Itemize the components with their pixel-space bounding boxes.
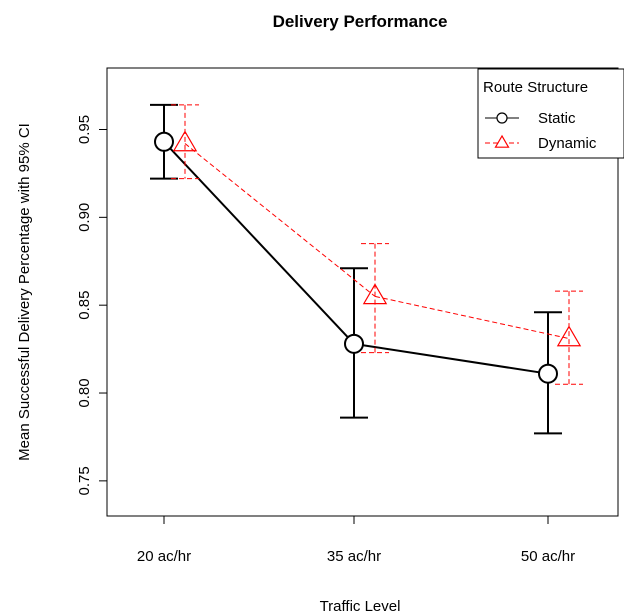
y-axis-label: Mean Successful Delivery Percentage with… [16, 123, 33, 461]
legend: Route Structure Static Dynamic [477, 68, 624, 159]
x-tick-label: 20 ac/hr [137, 548, 191, 565]
x-axis-label: Traffic Level [320, 598, 401, 615]
legend-item-dynamic: Dynamic [485, 134, 597, 152]
legend-marker-circle [496, 112, 508, 124]
x-tick-label: 50 ac/hr [521, 548, 575, 565]
legend-label: Dynamic [538, 135, 597, 152]
series-line-segment [374, 295, 570, 340]
x-axis: 20 ac/hr 35 ac/hr 50 ac/hr [137, 515, 575, 565]
y-tick-label: 0.90 [76, 203, 93, 232]
data-point-triangle [172, 130, 198, 152]
chart-title: Delivery Performance [273, 12, 448, 31]
data-point-circle [344, 333, 364, 354]
data-point-triangle [362, 283, 388, 305]
series-line-segment [184, 143, 376, 297]
y-axis: 0.75 0.80 0.85 0.90 0.95 [76, 115, 108, 495]
y-tick-label: 0.75 [76, 466, 93, 495]
y-tick-label: 0.85 [76, 291, 93, 320]
y-tick-label: 0.95 [76, 115, 93, 144]
x-tick-label: 35 ac/hr [327, 548, 381, 565]
series-static [150, 103, 562, 435]
legend-label: Static [538, 110, 576, 127]
data-point-triangle [556, 325, 582, 347]
data-point-circle [154, 131, 174, 152]
series-line-segment [353, 342, 549, 375]
series-line-segment [163, 141, 355, 345]
legend-item-static: Static [485, 110, 576, 127]
legend-title: Route Structure [483, 79, 588, 96]
legend-marker-triangle [494, 134, 510, 148]
data-point-circle [538, 363, 558, 384]
series-dynamic [171, 104, 583, 385]
series-layer [150, 103, 583, 435]
y-tick-label: 0.80 [76, 378, 93, 407]
